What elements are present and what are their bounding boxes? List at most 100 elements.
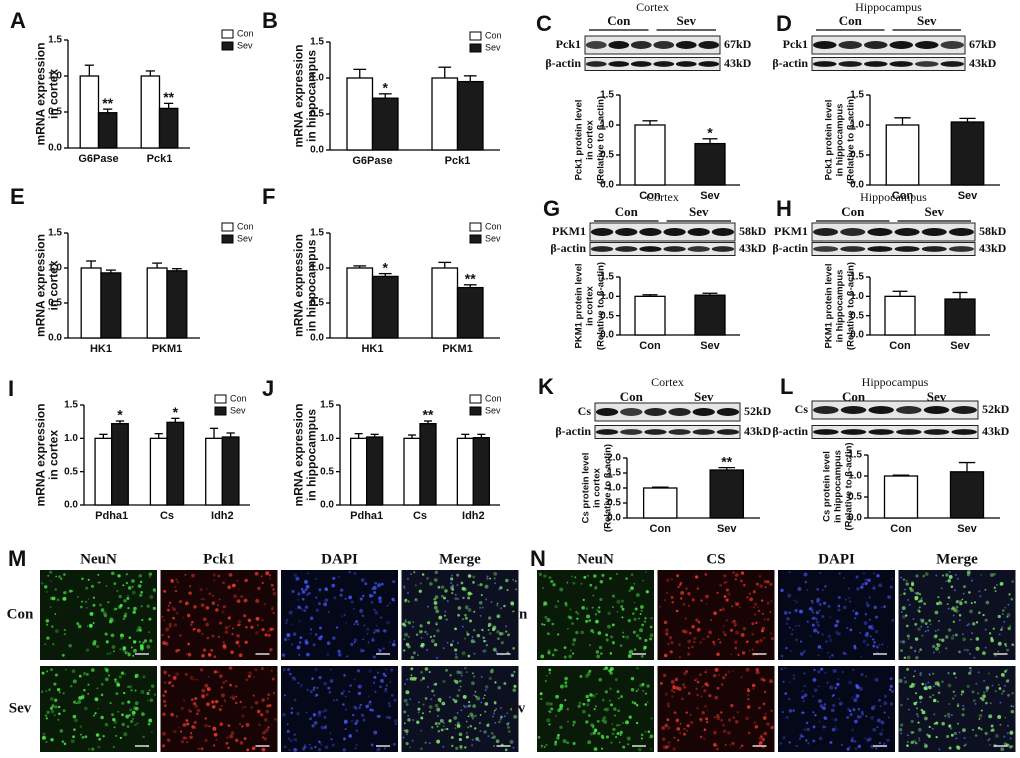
cell — [927, 681, 930, 684]
cell — [304, 743, 306, 746]
cell — [54, 705, 58, 709]
blot-band — [644, 408, 667, 416]
cell — [136, 628, 140, 632]
cell — [60, 577, 63, 580]
legend-label: Con — [485, 221, 502, 231]
cell — [605, 638, 609, 642]
cell — [616, 611, 619, 613]
cell — [927, 629, 930, 632]
blot-band — [940, 61, 965, 67]
cell — [285, 622, 288, 625]
cell — [46, 670, 49, 673]
cell — [585, 694, 589, 699]
cell — [1003, 735, 1006, 738]
bar — [634, 124, 666, 186]
cell — [407, 714, 410, 717]
cell — [116, 589, 119, 593]
cell — [691, 645, 694, 649]
cell — [644, 730, 647, 734]
cell — [631, 701, 635, 704]
cell — [512, 610, 515, 613]
cell — [252, 694, 255, 697]
cell — [864, 675, 868, 678]
cell — [721, 675, 726, 680]
cell — [675, 609, 679, 613]
cell — [71, 669, 76, 673]
cell — [788, 741, 792, 744]
cell — [837, 632, 841, 636]
micrograph — [160, 570, 278, 660]
cell — [476, 633, 481, 638]
cell — [961, 598, 964, 601]
blot-row-label: PKM1 — [552, 224, 586, 238]
cell — [340, 588, 344, 592]
cell — [722, 630, 726, 635]
cell — [138, 574, 142, 578]
panel-label: M — [8, 546, 26, 571]
cell — [120, 633, 124, 638]
cell — [971, 690, 975, 694]
cell — [816, 588, 820, 591]
cell — [208, 725, 211, 728]
cell — [390, 668, 394, 672]
cell — [126, 596, 130, 600]
cell — [271, 627, 275, 631]
cell — [999, 723, 1002, 726]
cell — [140, 605, 143, 608]
cell — [88, 623, 93, 628]
cell — [1006, 732, 1009, 735]
cell — [945, 647, 948, 650]
cell — [797, 587, 802, 591]
cell — [934, 681, 939, 686]
cell — [220, 693, 225, 698]
cell — [989, 744, 991, 746]
cell — [543, 574, 547, 578]
cell — [571, 642, 576, 647]
cell — [543, 623, 546, 626]
cell — [442, 721, 445, 724]
cell — [326, 641, 331, 645]
cell — [304, 579, 308, 584]
blot-band — [894, 246, 920, 252]
cell — [193, 605, 197, 609]
cell — [770, 632, 773, 635]
cell — [104, 722, 109, 727]
y-tick-label: 0.5 — [310, 298, 324, 309]
cell — [506, 725, 510, 729]
group-label: Con — [842, 389, 866, 404]
cell — [161, 616, 164, 618]
cell — [825, 640, 828, 643]
cell — [864, 581, 868, 586]
cell — [130, 719, 134, 724]
cell — [85, 648, 90, 652]
cell — [200, 747, 204, 751]
cell — [445, 668, 448, 672]
x-tick-label: HK1 — [90, 343, 112, 355]
bar — [100, 272, 122, 339]
legend-swatch — [469, 43, 482, 53]
cell — [754, 725, 759, 729]
cell — [254, 700, 259, 705]
legend-label: Sev — [237, 233, 253, 243]
cell — [429, 582, 433, 586]
cell — [97, 573, 100, 576]
cell — [470, 714, 475, 719]
cell — [269, 647, 273, 652]
cell — [956, 577, 959, 580]
cell — [817, 685, 820, 688]
cell — [246, 748, 250, 752]
cell — [152, 588, 156, 592]
cell — [190, 623, 193, 626]
blot-size: 58kD — [739, 224, 767, 238]
blot-frame — [589, 242, 736, 256]
cell — [243, 614, 247, 618]
cell — [638, 617, 640, 620]
cell — [900, 732, 903, 735]
cell — [881, 728, 884, 732]
cell — [435, 623, 438, 626]
panel-label: D — [776, 11, 792, 36]
cell — [44, 643, 47, 646]
cell — [77, 624, 82, 629]
cell — [910, 731, 914, 734]
cell — [87, 578, 90, 581]
